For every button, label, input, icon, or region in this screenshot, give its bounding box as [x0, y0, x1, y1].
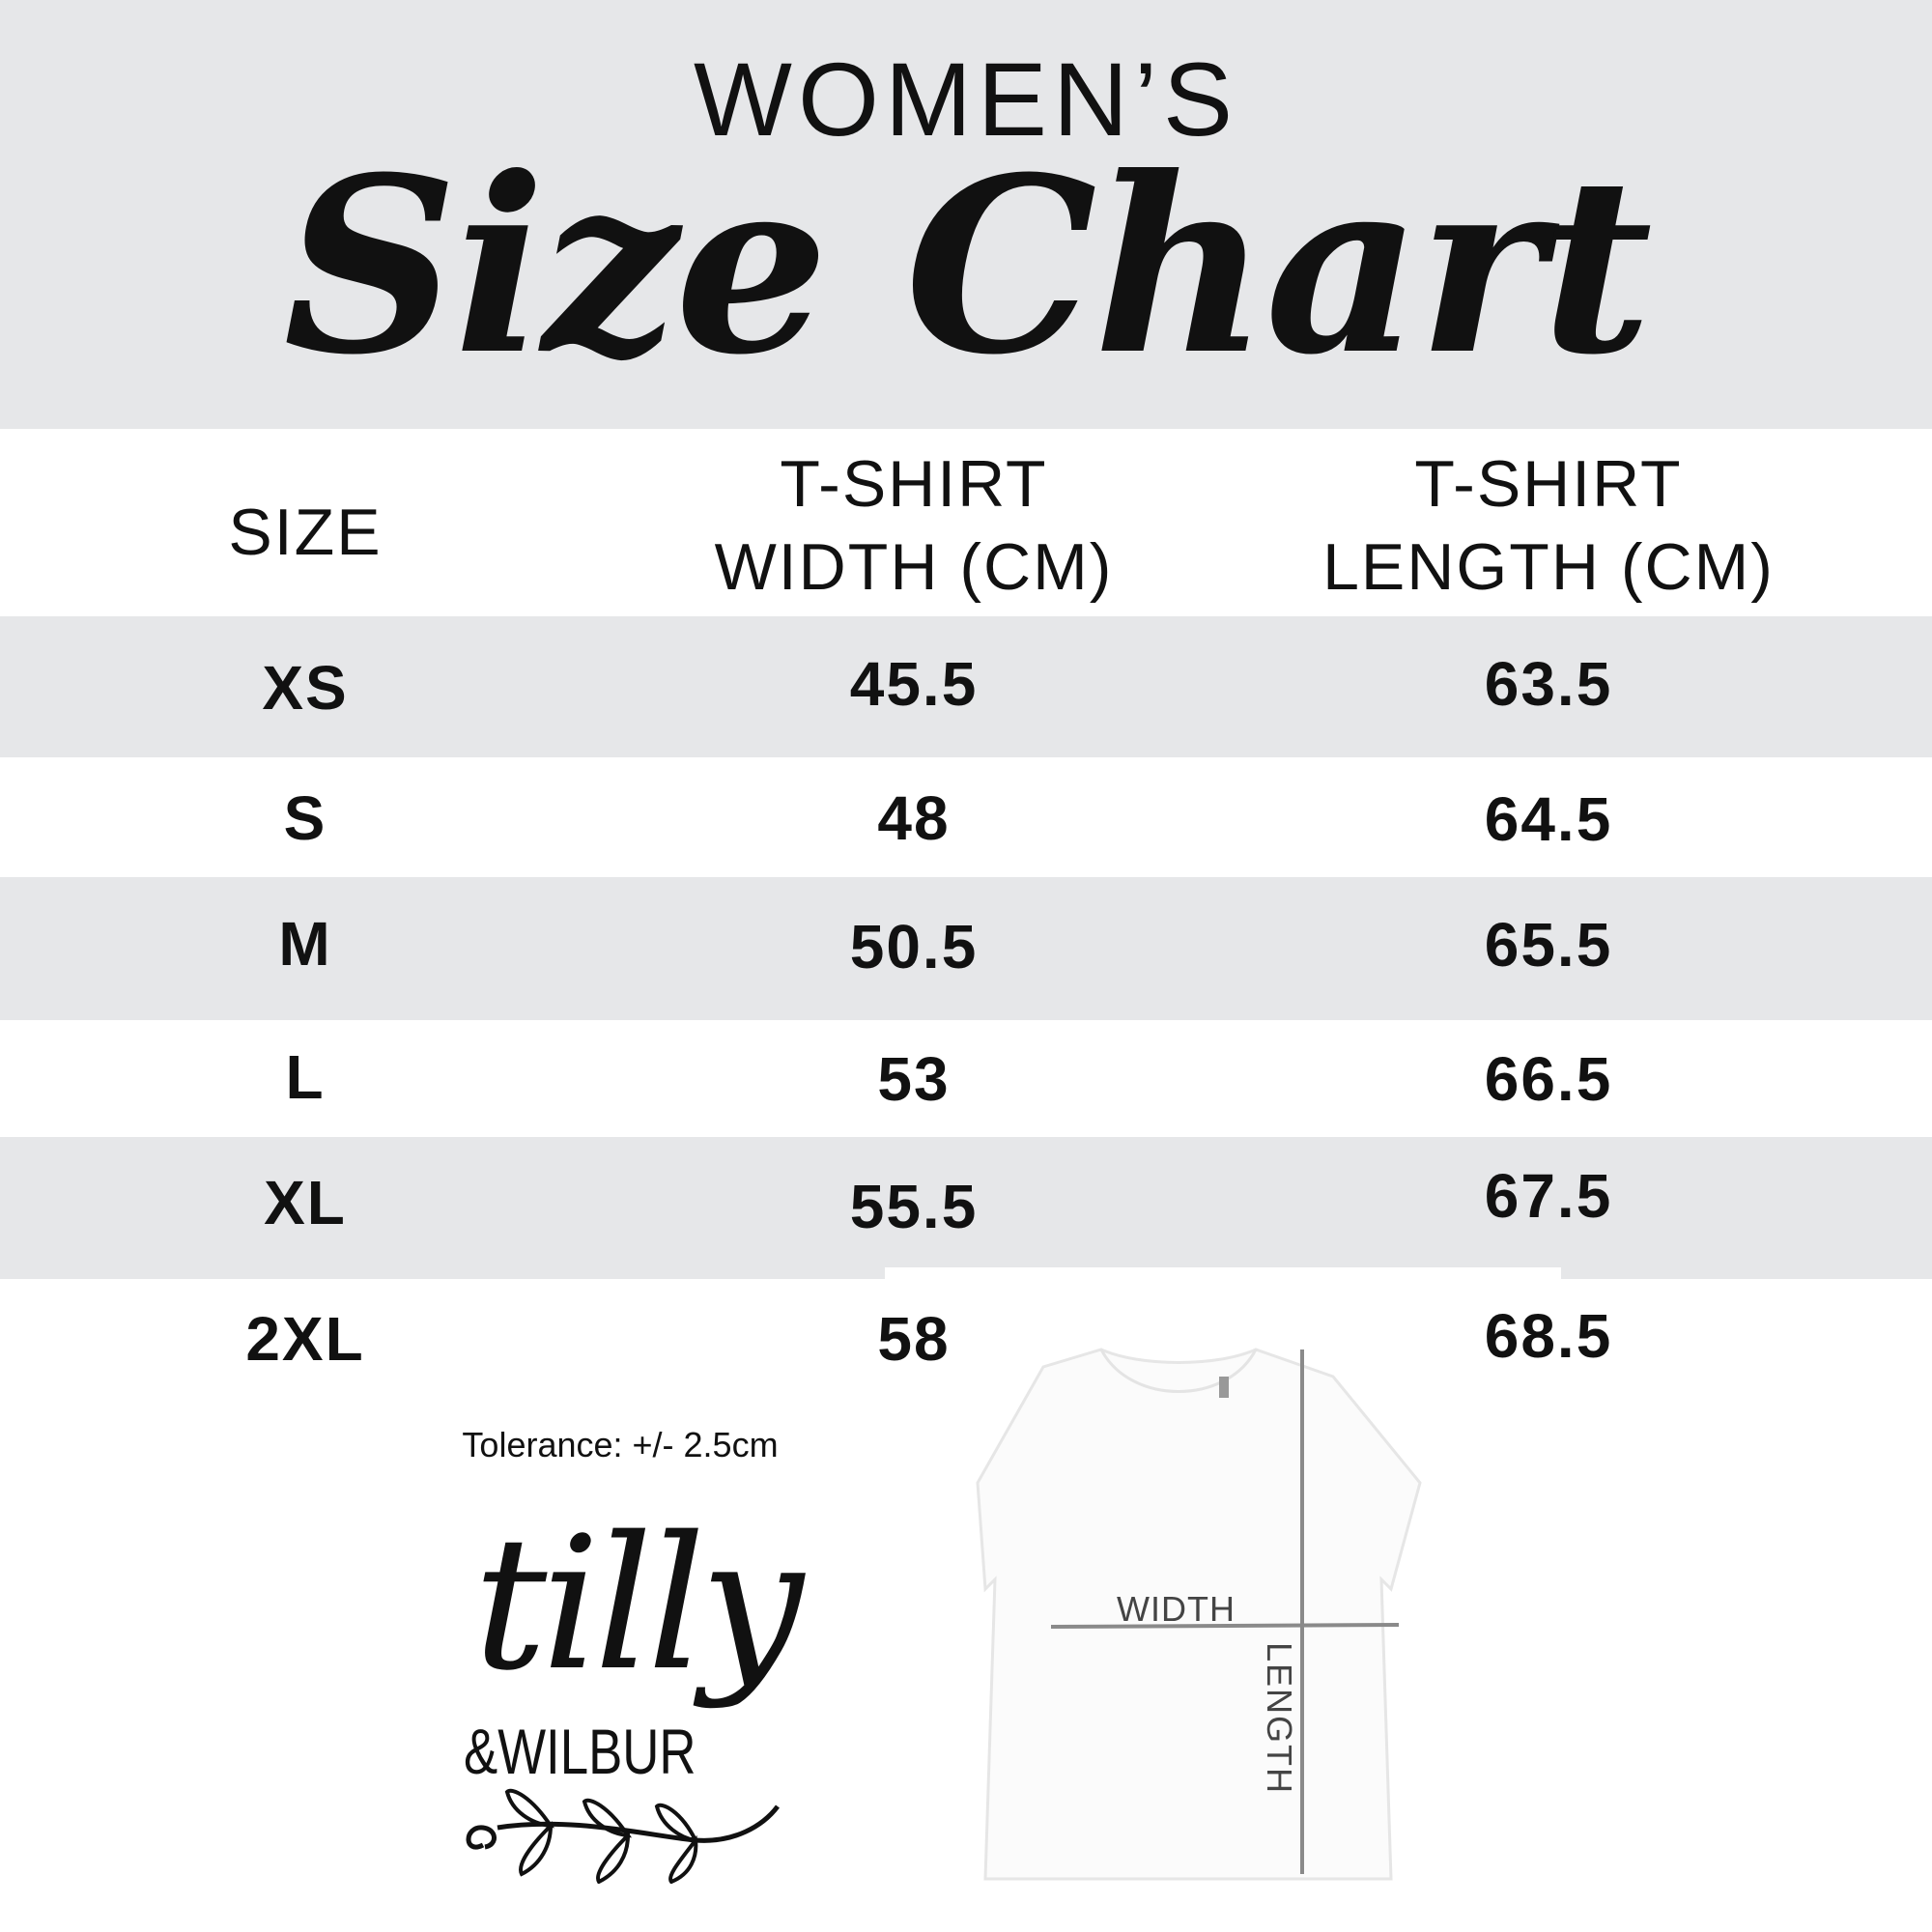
row-band-notch — [885, 1267, 1561, 1279]
tolerance-note: Tolerance: +/- 2.5cm — [462, 1425, 779, 1464]
col-header-width-line2: WIDTH (CM) — [714, 530, 1114, 604]
title-band — [0, 0, 1932, 429]
tshirt-shape — [976, 1348, 1422, 1881]
size-cell: M — [278, 909, 332, 979]
width-cell: 53 — [877, 1044, 951, 1114]
size-cell: 2XL — [245, 1304, 365, 1374]
width-cell: 45.5 — [849, 649, 979, 719]
length-cell: 65.5 — [1484, 910, 1613, 980]
title-size-chart: Size Chart — [283, 124, 1653, 408]
width-cell: 55.5 — [849, 1172, 979, 1241]
row-band-m — [0, 877, 1932, 1020]
col-header-length: T-SHIRT LENGTH (CM) — [1259, 442, 1838, 609]
length-cell: 66.5 — [1484, 1044, 1613, 1114]
length-cell: 68.5 — [1484, 1301, 1613, 1371]
logo-wordmark: &WILBUR — [464, 1716, 696, 1787]
width-cell: 50.5 — [849, 912, 979, 981]
size-cell: XL — [264, 1168, 347, 1237]
width-label: WIDTH — [1117, 1589, 1236, 1629]
length-cell: 64.5 — [1484, 784, 1613, 854]
size-cell: XS — [262, 653, 349, 723]
logo-script: tilly — [473, 1497, 804, 1711]
size-cell: L — [285, 1042, 326, 1112]
length-cell: 63.5 — [1484, 649, 1613, 719]
row-band-xs — [0, 616, 1932, 757]
leaf-branch-icon — [466, 1788, 780, 1884]
col-header-width: T-SHIRT WIDTH (CM) — [624, 442, 1204, 609]
col-header-size: SIZE — [228, 496, 383, 569]
row-band-xl — [0, 1137, 1932, 1279]
col-header-length-line1: T-SHIRT — [1414, 447, 1683, 521]
width-cell: 58 — [877, 1304, 951, 1374]
brand-logo: tilly &WILBUR — [454, 1497, 804, 1884]
length-label: LENGTH — [1260, 1642, 1299, 1796]
col-header-width-line1: T-SHIRT — [780, 447, 1048, 521]
col-header-length-line2: LENGTH (CM) — [1322, 530, 1775, 604]
tshirt-diagram — [976, 1348, 1422, 1881]
width-measure-line — [1050, 1623, 1400, 1629]
size-cell: S — [283, 783, 327, 853]
tshirt-tag-icon — [1219, 1377, 1229, 1398]
width-cell: 48 — [877, 783, 951, 853]
length-cell: 67.5 — [1484, 1161, 1613, 1231]
title-womens: WOMEN’S — [694, 41, 1238, 157]
